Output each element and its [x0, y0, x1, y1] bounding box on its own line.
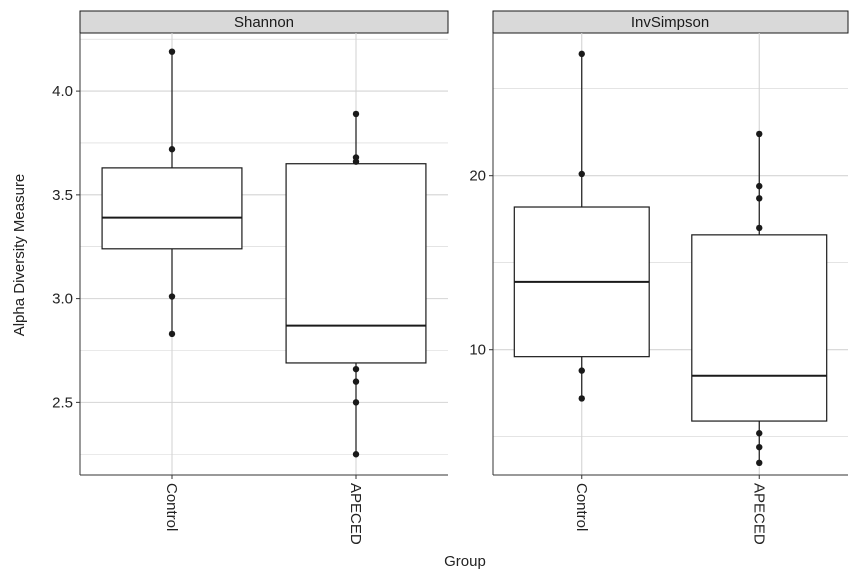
data-point-1	[578, 170, 585, 178]
data-point-5	[352, 399, 360, 406]
data-point-1	[756, 182, 763, 190]
strip-invsimpson	[492, 10, 849, 34]
iqr-box	[285, 163, 427, 364]
data-point-0	[756, 130, 763, 138]
data-point-0	[578, 50, 585, 58]
x-axis-title: Group	[444, 553, 486, 570]
box-invsimpson-apeced	[691, 130, 828, 467]
data-point-6	[756, 459, 763, 467]
box-shannon-apeced	[285, 110, 427, 458]
y-tick-label-shannon-1: 3.0	[52, 291, 73, 308]
x-tick-label-shannon-apeced: APECED	[347, 483, 364, 545]
x-tick-label-shannon-control: Control	[163, 483, 180, 531]
data-point-2	[352, 158, 360, 165]
y-tick-label-shannon-2: 3.5	[52, 187, 73, 204]
data-point-3	[168, 330, 176, 338]
data-point-2	[756, 195, 763, 202]
strip-shannon	[79, 10, 449, 34]
box-shannon-control	[101, 48, 243, 338]
y-tick-label-shannon-3: 4.0	[52, 83, 73, 100]
data-point-3	[352, 365, 360, 373]
plot-area-invsimpson: 10 20 Control APECED	[469, 33, 848, 545]
data-point-2	[168, 293, 176, 300]
data-point-1	[168, 146, 176, 153]
data-point-3	[756, 224, 763, 232]
box-invsimpson-control	[513, 50, 650, 402]
y-tick-label-invsimpson-1: 20	[469, 168, 486, 185]
strip-title-invsimpson: InvSimpson	[631, 14, 709, 31]
data-point-6	[352, 451, 360, 458]
iqr-box	[691, 234, 828, 422]
panel-shannon: Shannon 2.5 3.0 3.5 4.0 Control APECED	[52, 10, 449, 545]
y-tick-label-invsimpson-0: 10	[469, 342, 486, 359]
y-tick-label-shannon-0: 2.5	[52, 394, 73, 411]
x-tick-label-invsimpson-apeced: APECED	[750, 483, 767, 545]
data-point-2	[578, 367, 585, 374]
data-point-5	[756, 443, 763, 451]
data-point-0	[352, 110, 360, 118]
data-point-4	[756, 430, 763, 437]
iqr-box	[101, 167, 243, 250]
plot-area-shannon: 2.5 3.0 3.5 4.0 Control APECED	[52, 33, 448, 545]
panel-invsimpson: InvSimpson 10 20 Control APECED	[469, 10, 849, 545]
y-axis-title: Alpha Diversity Measure	[11, 174, 28, 337]
data-point-3	[578, 395, 585, 402]
data-point-4	[352, 378, 360, 385]
data-point-0	[168, 48, 176, 55]
strip-title-shannon: Shannon	[234, 14, 294, 31]
x-tick-label-invsimpson-control: Control	[573, 483, 590, 531]
